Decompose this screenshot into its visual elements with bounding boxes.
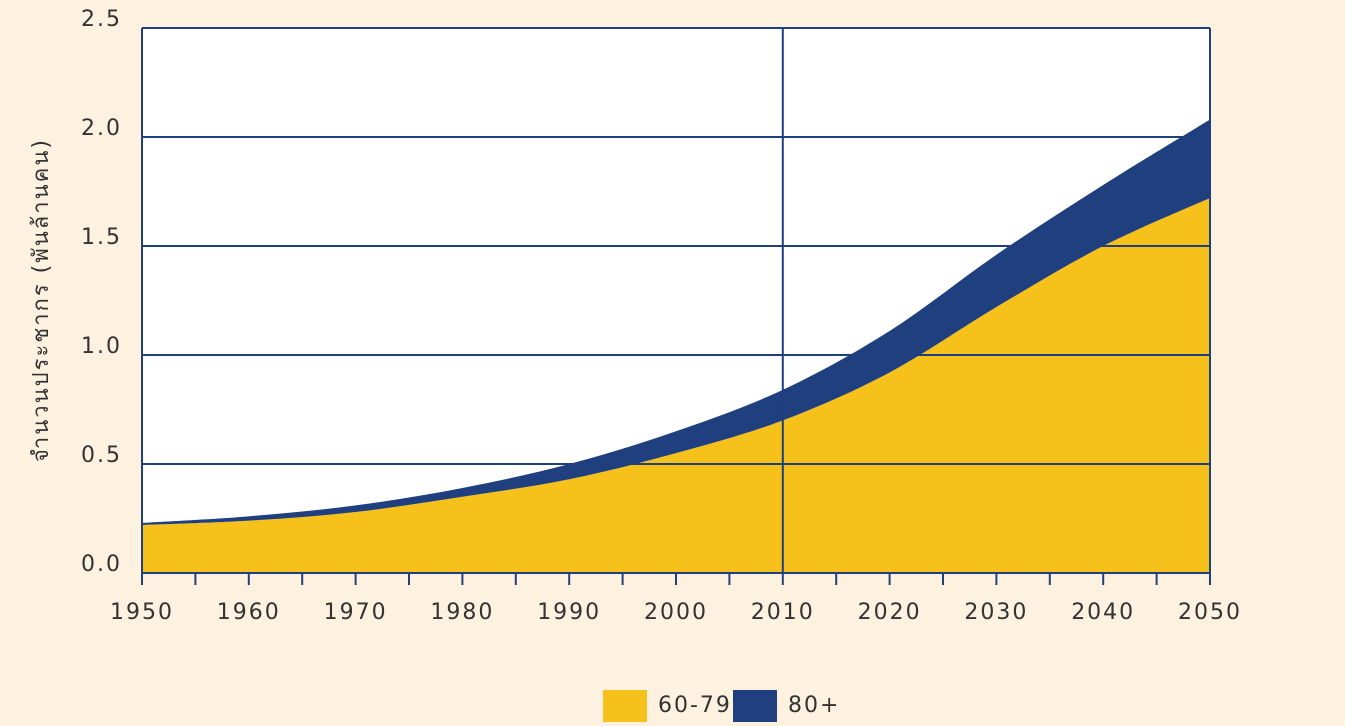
legend-swatch [733,690,777,722]
legend-label: 60-79 [658,693,732,718]
x-tick-label: 2040 [1071,600,1135,625]
area [142,119,1210,526]
x-tick-label: 2020 [858,600,922,625]
x-tick-label: 2030 [964,600,1028,625]
x-tick-label: 1980 [430,600,494,625]
x-tick-label: 2000 [644,600,708,625]
y-tick-label: 0.0 [81,552,122,577]
x-tick-label: 2050 [1178,600,1242,625]
y-tick-label: 2.0 [81,116,122,141]
y-tick-label: 2.5 [81,7,122,32]
x-tick-label: 1990 [537,600,601,625]
area [142,198,1210,574]
x-tick-label: 2010 [751,600,815,625]
y-tick-label: 0.5 [81,443,122,468]
y-tick-label: 1.0 [81,334,122,359]
x-tick-label: 1960 [217,600,281,625]
x-tick-label: 1950 [110,600,174,625]
y-axis-label: จำนวนประชากร (พันล้านคน) [29,138,54,462]
y-tick-label: 1.5 [81,225,122,250]
legend-swatch [603,690,647,722]
x-tick-label: 1970 [324,600,388,625]
legend-label: 80+ [788,693,840,718]
